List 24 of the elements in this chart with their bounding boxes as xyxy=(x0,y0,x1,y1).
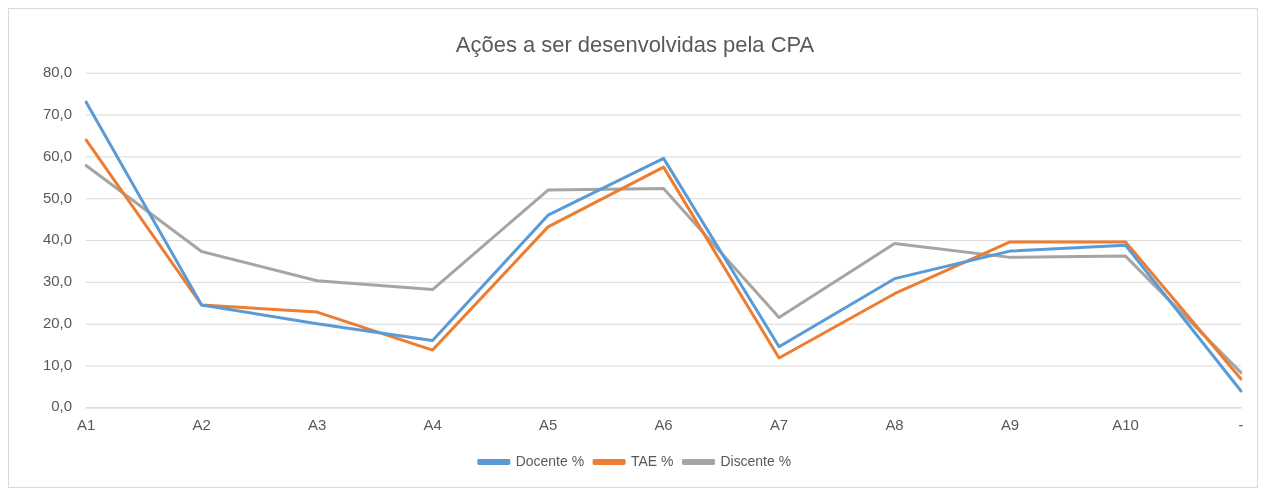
y-tick-label: 20,0 xyxy=(42,313,73,331)
y-tick-label: 70,0 xyxy=(42,105,73,123)
y-tick-label: 0,0 xyxy=(51,397,73,415)
x-tick-label: - xyxy=(1238,416,1244,434)
y-tick-label: 10,0 xyxy=(42,355,73,373)
legend-label: TAE % xyxy=(631,452,674,469)
legend-label: Docente % xyxy=(515,452,585,469)
y-tick-label: 60,0 xyxy=(42,146,73,164)
x-tick-label: A5 xyxy=(538,416,558,434)
y-tick-label: 40,0 xyxy=(42,230,73,248)
x-tick-label: A2 xyxy=(192,416,211,434)
x-tick-label: A8 xyxy=(885,416,904,434)
x-tick-label: A10 xyxy=(1112,416,1139,434)
x-tick-label: A3 xyxy=(307,416,327,434)
y-tick-label: 30,0 xyxy=(42,272,73,290)
chart-title: Ações a ser desenvolvidas pela CPA xyxy=(455,32,815,58)
x-tick-label: A6 xyxy=(654,416,673,434)
x-tick-label: A4 xyxy=(423,416,442,434)
x-tick-label: A9 xyxy=(1000,416,1020,434)
x-tick-label: A1 xyxy=(76,416,96,434)
legend-label: Discente % xyxy=(720,452,792,469)
y-tick-label: 80,0 xyxy=(42,63,73,81)
y-tick-label: 50,0 xyxy=(42,188,73,206)
x-tick-label: A7 xyxy=(769,416,789,434)
